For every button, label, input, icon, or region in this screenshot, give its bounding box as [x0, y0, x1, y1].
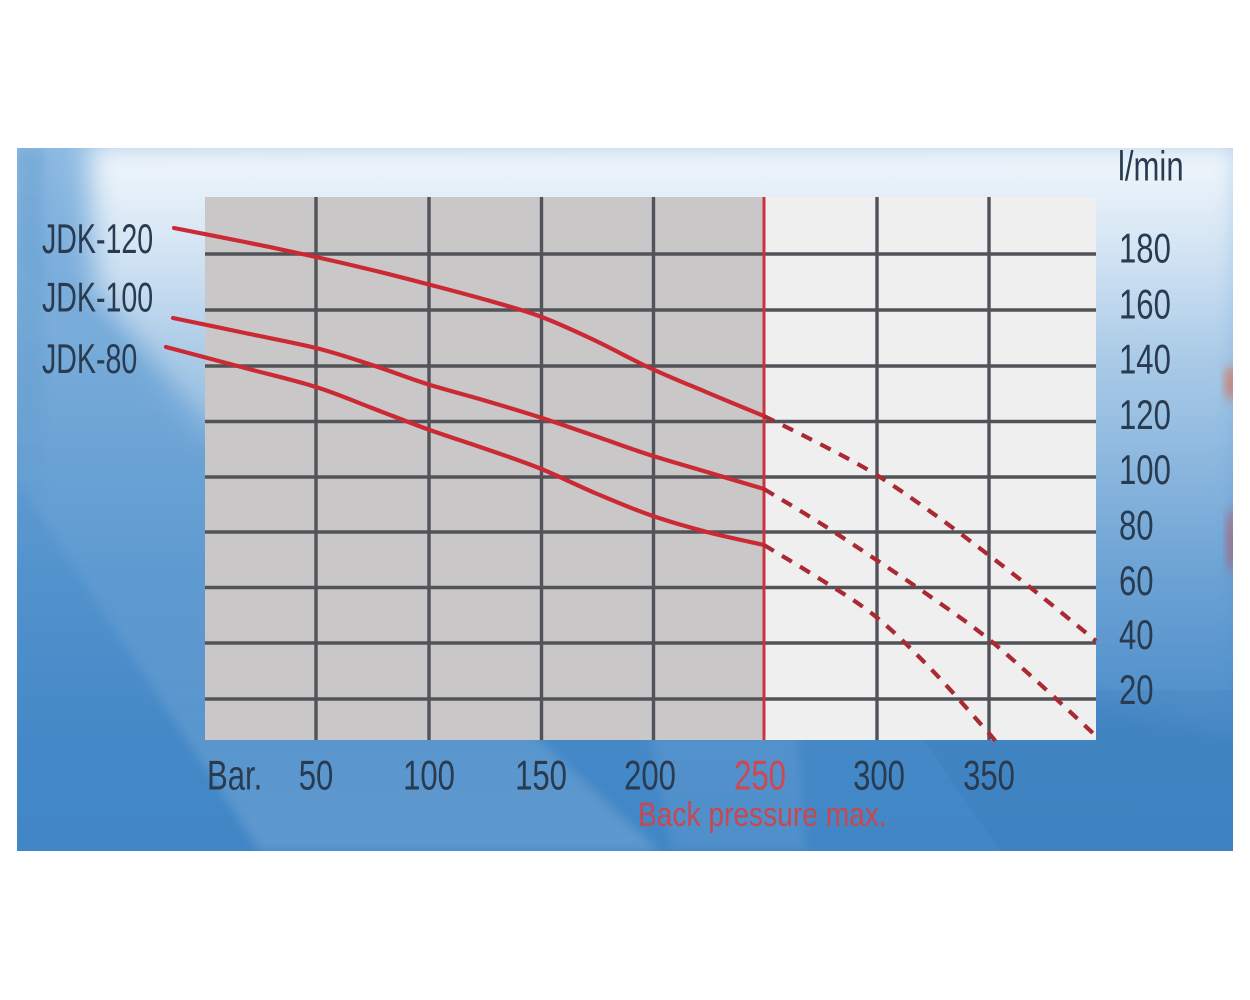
svg-text:200: 200 — [624, 752, 676, 799]
svg-text:JDK-100: JDK-100 — [42, 273, 153, 321]
svg-text:60: 60 — [1119, 557, 1154, 604]
svg-text:40: 40 — [1119, 611, 1154, 658]
svg-text:180: 180 — [1119, 225, 1171, 272]
svg-text:100: 100 — [403, 752, 455, 799]
svg-text:350: 350 — [963, 752, 1015, 799]
svg-text:Back pressure max.: Back pressure max. — [638, 796, 887, 834]
svg-text:JDK-120: JDK-120 — [42, 214, 153, 262]
svg-text:300: 300 — [853, 752, 905, 799]
svg-text:140: 140 — [1119, 336, 1171, 383]
svg-text:20: 20 — [1119, 666, 1154, 713]
svg-text:JDK-80: JDK-80 — [42, 334, 137, 382]
svg-text:100: 100 — [1119, 446, 1171, 493]
svg-text:50: 50 — [299, 752, 334, 799]
svg-text:120: 120 — [1119, 391, 1171, 438]
svg-text:250: 250 — [734, 752, 786, 799]
svg-text:Bar.: Bar. — [207, 752, 262, 799]
svg-text:160: 160 — [1119, 281, 1171, 328]
svg-text:150: 150 — [515, 752, 567, 799]
svg-text:l/min: l/min — [1118, 143, 1184, 190]
svg-text:80: 80 — [1119, 502, 1154, 549]
